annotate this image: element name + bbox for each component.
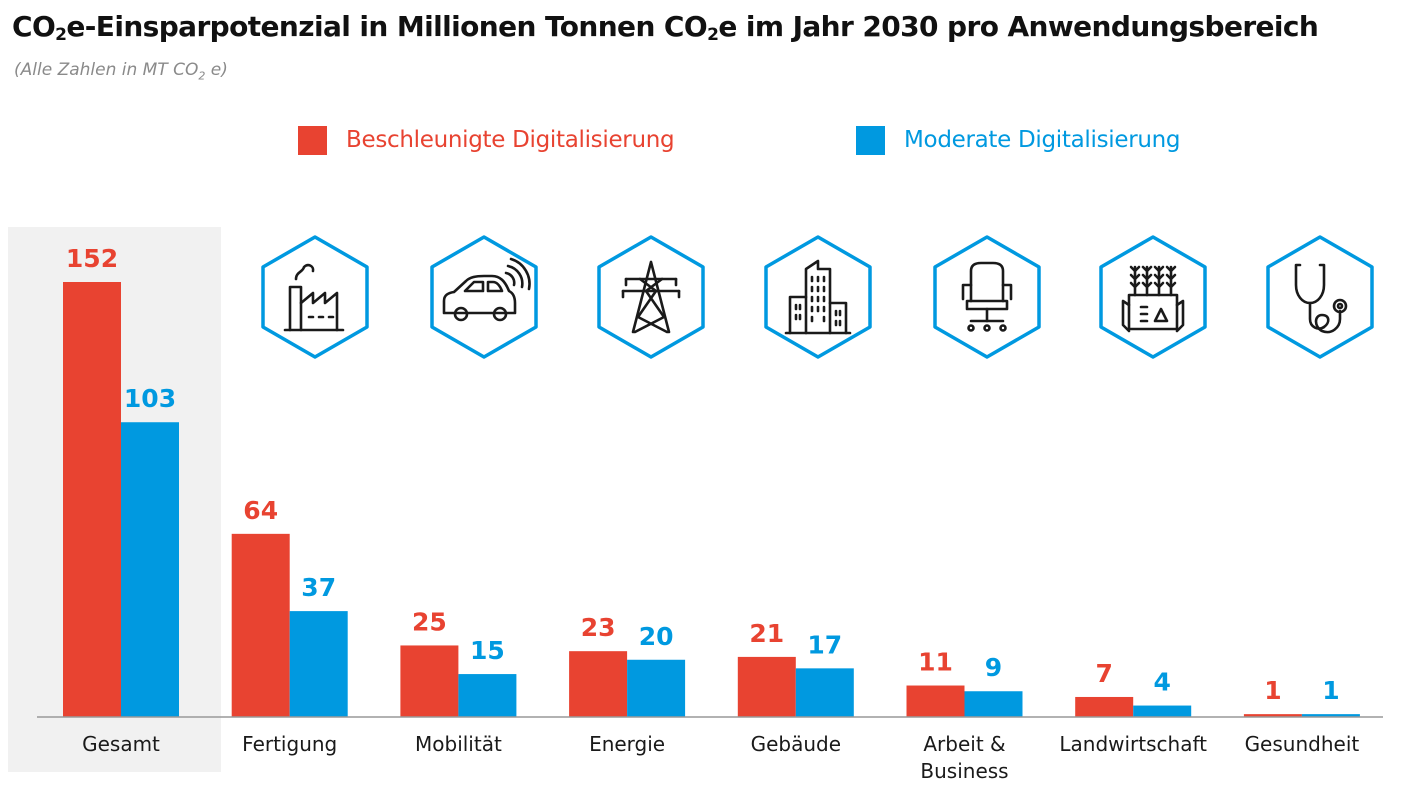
legend-label-moderate: Moderate Digitalisierung: [904, 127, 1181, 153]
bar-moderate-gesundheit: [1301, 714, 1360, 717]
category-label-fertigung: Fertigung: [242, 732, 337, 756]
value-label-accelerated-landwirtschaft: 7: [1095, 659, 1112, 688]
value-label-moderate-mobilitaet: 15: [470, 636, 505, 665]
bar-moderate-gesamt: [121, 422, 179, 717]
value-label-moderate-arbeit-and-business: 9: [985, 653, 1002, 682]
smart-farming-icon: [1099, 235, 1207, 359]
chart-subtitle: (Alle Zahlen in MT CO2 e): [14, 60, 228, 83]
value-label-accelerated-arbeit-and-business: 11: [918, 648, 953, 677]
bar-accelerated-gesamt: [63, 282, 121, 717]
value-label-moderate-energie: 20: [639, 622, 674, 651]
bar-accelerated-gebaeude: [737, 656, 796, 717]
category-label-gesamt: Gesamt: [82, 732, 160, 756]
legend-swatch-moderate: [856, 125, 885, 155]
bar-moderate-fertigung: [289, 611, 348, 717]
value-label-moderate-gebaeude: 17: [807, 630, 842, 659]
stethoscope-icon: [1266, 235, 1374, 359]
bar-accelerated-arbeit-and-business: [906, 685, 965, 717]
value-label-moderate-landwirtschaft: 4: [1153, 668, 1170, 697]
value-label-moderate-gesundheit: 1: [1322, 676, 1339, 705]
power-pylon-icon: [597, 235, 705, 359]
bar-accelerated-gesundheit: [1243, 714, 1302, 717]
category-label-landwirtschaft: Landwirtschaft: [1059, 732, 1207, 756]
bar-moderate-landwirtschaft: [1133, 705, 1192, 717]
value-label-accelerated-fertigung: 64: [243, 496, 278, 525]
category-label-mobilitaet: Mobilität: [415, 732, 502, 756]
value-label-accelerated-mobilitaet: 25: [412, 607, 447, 636]
legend-item-moderate: Moderate Digitalisierung: [856, 124, 1181, 156]
category-label-arbeit-and-business: Arbeit & Business: [920, 732, 1008, 783]
buildings-icon: [764, 235, 872, 359]
bar-accelerated-landwirtschaft: [1075, 696, 1134, 717]
category-label-gebaeude: Gebäude: [751, 732, 841, 756]
value-label-accelerated-gesundheit: 1: [1264, 676, 1281, 705]
chart-title: CO2e-Einsparpotenzial in Millionen Tonne…: [12, 10, 1319, 45]
legend-item-accelerated: Beschleunigte Digitalisierung: [298, 124, 675, 156]
value-label-accelerated-gebaeude: 21: [749, 619, 784, 648]
value-label-accelerated-energie: 23: [581, 613, 616, 642]
category-label-energie: Energie: [589, 732, 665, 756]
category-label-gesundheit: Gesundheit: [1245, 732, 1360, 756]
legend-swatch-accelerated: [298, 125, 327, 155]
factory-icon: [261, 235, 369, 359]
bar-moderate-gebaeude: [795, 668, 854, 717]
bar-accelerated-fertigung: [231, 533, 290, 717]
bar-moderate-mobilitaet: [458, 674, 517, 717]
legend-label-accelerated: Beschleunigte Digitalisierung: [346, 127, 675, 153]
value-label-accelerated-gesamt: 152: [66, 244, 118, 273]
bar-accelerated-energie: [569, 651, 628, 717]
bar-moderate-arbeit-and-business: [964, 691, 1023, 717]
value-label-moderate-gesamt: 103: [124, 384, 176, 413]
bar-accelerated-mobilitaet: [400, 645, 459, 717]
value-label-moderate-fertigung: 37: [301, 573, 336, 602]
office-chair-icon: [933, 235, 1041, 359]
bar-moderate-energie: [627, 659, 686, 717]
connected-car-icon: [430, 235, 538, 359]
